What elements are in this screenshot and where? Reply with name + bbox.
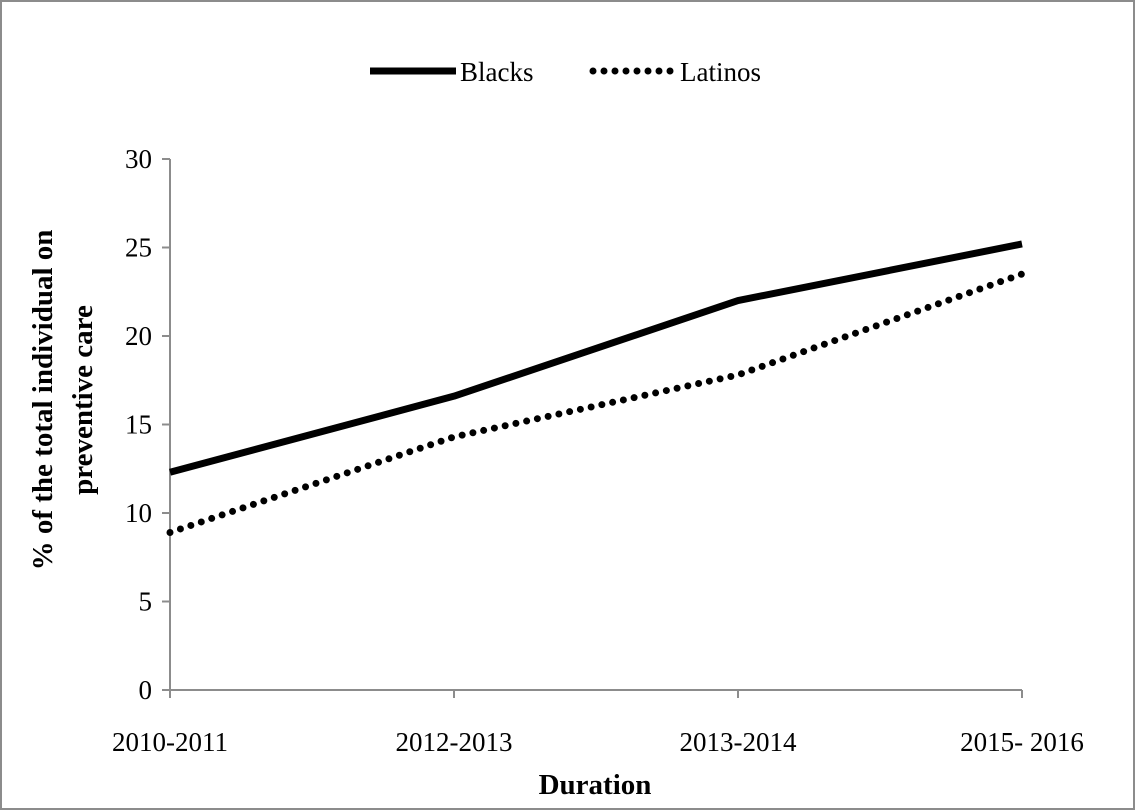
y-axis-title: % of the total individual on preventive …	[27, 230, 99, 571]
series-lines	[166, 240, 1026, 536]
y-axis-title-line-2: preventive care	[67, 305, 99, 495]
y-tick-label: 30	[125, 144, 152, 174]
y-tick-label: 5	[139, 587, 153, 617]
x-axis-ticks: 2010-2011 2012-2013 2013-2014 2015- 2016	[112, 690, 1084, 757]
x-tick-label: 2013-2014	[680, 727, 797, 757]
y-tick-label: 20	[125, 321, 152, 351]
x-tick-label: 2012-2013	[396, 727, 513, 757]
x-tick-label: 2010-2011	[112, 727, 228, 757]
series-line-latinos	[166, 270, 1026, 536]
x-tick-label: 2015- 2016	[960, 727, 1084, 757]
y-tick-label: 10	[125, 498, 152, 528]
y-axis-title-line-1: % of the total individual on	[27, 230, 59, 571]
y-tick-label: 15	[125, 410, 152, 440]
y-tick-label: 25	[125, 233, 152, 263]
legend: Blacks Latinos	[370, 57, 761, 87]
x-axis-title: Duration	[539, 769, 652, 801]
legend-label-latinos: Latinos	[680, 57, 761, 87]
legend-label-blacks: Blacks	[460, 57, 534, 87]
series-line-blacks	[169, 240, 1023, 476]
y-tick-label: 0	[139, 675, 153, 705]
y-axis-ticks: 0 5 10 15 20 25 30	[125, 144, 170, 705]
